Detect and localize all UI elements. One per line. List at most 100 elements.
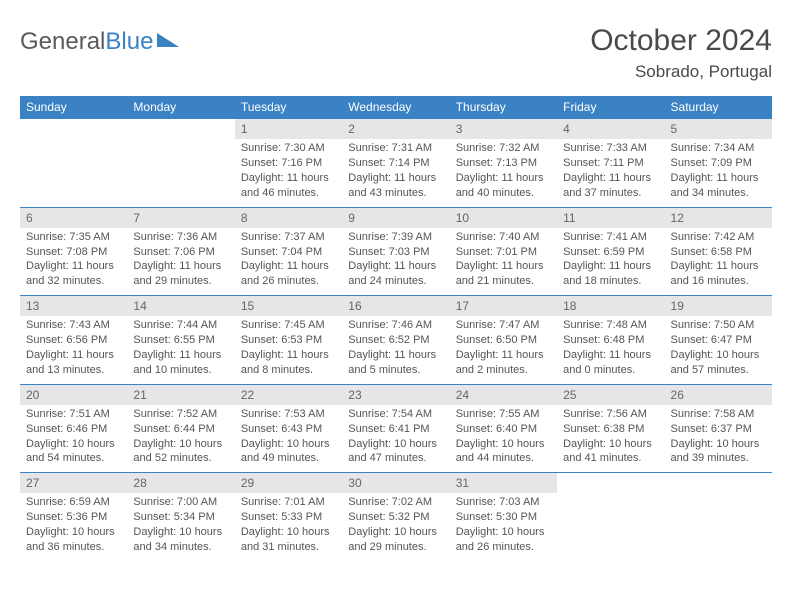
sunset-text: Sunset: 6:53 PM (241, 333, 336, 348)
sunset-text: Sunset: 7:16 PM (241, 156, 336, 171)
sunrise-text: Sunrise: 7:03 AM (456, 495, 551, 510)
daylight-text: Daylight: 10 hours and 26 minutes. (456, 525, 551, 555)
calendar-cell: . (665, 473, 772, 561)
sunrise-text: Sunrise: 7:51 AM (26, 407, 121, 422)
day-number: 11 (557, 208, 664, 228)
logo-text-general: General (20, 28, 105, 56)
day-info: Sunrise: 7:41 AMSunset: 6:59 PMDaylight:… (557, 228, 664, 295)
col-wednesday: Wednesday (342, 96, 449, 119)
daylight-text: Daylight: 10 hours and 39 minutes. (671, 437, 766, 467)
sunrise-text: Sunrise: 7:44 AM (133, 318, 228, 333)
calendar-cell: 17Sunrise: 7:47 AMSunset: 6:50 PMDayligh… (450, 296, 557, 385)
title-block: October 2024 Sobrado, Portugal (590, 24, 772, 82)
sunset-text: Sunset: 6:40 PM (456, 422, 551, 437)
calendar-cell: 29Sunrise: 7:01 AMSunset: 5:33 PMDayligh… (235, 473, 342, 561)
daylight-text: Daylight: 11 hours and 21 minutes. (456, 259, 551, 289)
logo-text-blue: Blue (105, 28, 153, 56)
sunrise-text: Sunrise: 7:36 AM (133, 230, 228, 245)
day-number: 30 (342, 473, 449, 493)
day-info: Sunrise: 7:55 AMSunset: 6:40 PMDaylight:… (450, 405, 557, 472)
day-info: Sunrise: 7:40 AMSunset: 7:01 PMDaylight:… (450, 228, 557, 295)
daylight-text: Daylight: 11 hours and 37 minutes. (563, 171, 658, 201)
day-info: Sunrise: 7:56 AMSunset: 6:38 PMDaylight:… (557, 405, 664, 472)
calendar-cell: 20Sunrise: 7:51 AMSunset: 6:46 PMDayligh… (20, 384, 127, 473)
sunrise-text: Sunrise: 7:48 AM (563, 318, 658, 333)
day-info: Sunrise: 7:50 AMSunset: 6:47 PMDaylight:… (665, 316, 772, 383)
calendar-cell: . (20, 119, 127, 208)
sunset-text: Sunset: 7:11 PM (563, 156, 658, 171)
daylight-text: Daylight: 11 hours and 18 minutes. (563, 259, 658, 289)
month-title: October 2024 (590, 24, 772, 58)
sunrise-text: Sunrise: 7:34 AM (671, 141, 766, 156)
day-info: Sunrise: 7:03 AMSunset: 5:30 PMDaylight:… (450, 493, 557, 560)
day-number: 2 (342, 119, 449, 139)
sunrise-text: Sunrise: 7:02 AM (348, 495, 443, 510)
col-monday: Monday (127, 96, 234, 119)
daylight-text: Daylight: 10 hours and 52 minutes. (133, 437, 228, 467)
day-number: 31 (450, 473, 557, 493)
day-number: 15 (235, 296, 342, 316)
logo-triangle-icon (157, 33, 179, 47)
calendar-cell: 30Sunrise: 7:02 AMSunset: 5:32 PMDayligh… (342, 473, 449, 561)
daylight-text: Daylight: 10 hours and 49 minutes. (241, 437, 336, 467)
day-number: 12 (665, 208, 772, 228)
daylight-text: Daylight: 11 hours and 26 minutes. (241, 259, 336, 289)
day-number: 22 (235, 385, 342, 405)
sunrise-text: Sunrise: 7:52 AM (133, 407, 228, 422)
sunset-text: Sunset: 6:55 PM (133, 333, 228, 348)
calendar-cell: 27Sunrise: 6:59 AMSunset: 5:36 PMDayligh… (20, 473, 127, 561)
day-number: 28 (127, 473, 234, 493)
daylight-text: Daylight: 11 hours and 10 minutes. (133, 348, 228, 378)
calendar-cell: . (557, 473, 664, 561)
daylight-text: Daylight: 11 hours and 13 minutes. (26, 348, 121, 378)
day-info: Sunrise: 7:54 AMSunset: 6:41 PMDaylight:… (342, 405, 449, 472)
daylight-text: Daylight: 11 hours and 2 minutes. (456, 348, 551, 378)
day-info: Sunrise: 7:01 AMSunset: 5:33 PMDaylight:… (235, 493, 342, 560)
day-number: 6 (20, 208, 127, 228)
sunrise-text: Sunrise: 7:53 AM (241, 407, 336, 422)
sunset-text: Sunset: 5:36 PM (26, 510, 121, 525)
day-number: 21 (127, 385, 234, 405)
daylight-text: Daylight: 11 hours and 40 minutes. (456, 171, 551, 201)
daylight-text: Daylight: 10 hours and 54 minutes. (26, 437, 121, 467)
calendar-header-row: Sunday Monday Tuesday Wednesday Thursday… (20, 96, 772, 119)
daylight-text: Daylight: 10 hours and 31 minutes. (241, 525, 336, 555)
sunset-text: Sunset: 5:34 PM (133, 510, 228, 525)
page-header: GeneralBlue October 2024 Sobrado, Portug… (20, 24, 772, 82)
calendar-cell: . (127, 119, 234, 208)
day-number: 20 (20, 385, 127, 405)
sunset-text: Sunset: 5:30 PM (456, 510, 551, 525)
daylight-text: Daylight: 11 hours and 29 minutes. (133, 259, 228, 289)
sunset-text: Sunset: 7:13 PM (456, 156, 551, 171)
day-number: 5 (665, 119, 772, 139)
sunrise-text: Sunrise: 7:47 AM (456, 318, 551, 333)
sunrise-text: Sunrise: 7:58 AM (671, 407, 766, 422)
calendar-cell: 10Sunrise: 7:40 AMSunset: 7:01 PMDayligh… (450, 207, 557, 296)
day-number: 18 (557, 296, 664, 316)
calendar-cell: 31Sunrise: 7:03 AMSunset: 5:30 PMDayligh… (450, 473, 557, 561)
sunrise-text: Sunrise: 7:40 AM (456, 230, 551, 245)
day-info: Sunrise: 7:42 AMSunset: 6:58 PMDaylight:… (665, 228, 772, 295)
sunrise-text: Sunrise: 7:46 AM (348, 318, 443, 333)
sunset-text: Sunset: 7:06 PM (133, 245, 228, 260)
sunset-text: Sunset: 6:58 PM (671, 245, 766, 260)
day-info: Sunrise: 7:58 AMSunset: 6:37 PMDaylight:… (665, 405, 772, 472)
calendar-cell: 8Sunrise: 7:37 AMSunset: 7:04 PMDaylight… (235, 207, 342, 296)
day-info: Sunrise: 7:52 AMSunset: 6:44 PMDaylight:… (127, 405, 234, 472)
calendar-cell: 5Sunrise: 7:34 AMSunset: 7:09 PMDaylight… (665, 119, 772, 208)
daylight-text: Daylight: 11 hours and 43 minutes. (348, 171, 443, 201)
daylight-text: Daylight: 10 hours and 29 minutes. (348, 525, 443, 555)
day-info: Sunrise: 7:47 AMSunset: 6:50 PMDaylight:… (450, 316, 557, 383)
sunrise-text: Sunrise: 7:41 AM (563, 230, 658, 245)
calendar-cell: 15Sunrise: 7:45 AMSunset: 6:53 PMDayligh… (235, 296, 342, 385)
sunrise-text: Sunrise: 7:37 AM (241, 230, 336, 245)
sunrise-text: Sunrise: 7:42 AM (671, 230, 766, 245)
sunrise-text: Sunrise: 7:56 AM (563, 407, 658, 422)
day-info: Sunrise: 7:33 AMSunset: 7:11 PMDaylight:… (557, 139, 664, 206)
calendar-week: 13Sunrise: 7:43 AMSunset: 6:56 PMDayligh… (20, 296, 772, 385)
calendar-cell: 22Sunrise: 7:53 AMSunset: 6:43 PMDayligh… (235, 384, 342, 473)
calendar-table: Sunday Monday Tuesday Wednesday Thursday… (20, 96, 772, 561)
daylight-text: Daylight: 10 hours and 34 minutes. (133, 525, 228, 555)
day-info: Sunrise: 7:45 AMSunset: 6:53 PMDaylight:… (235, 316, 342, 383)
daylight-text: Daylight: 11 hours and 34 minutes. (671, 171, 766, 201)
